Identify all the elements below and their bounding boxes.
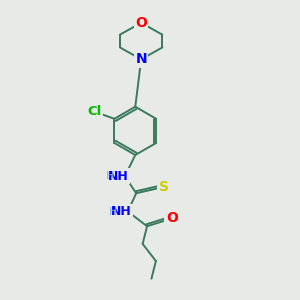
Text: H: H (108, 206, 117, 217)
Text: N: N (135, 52, 147, 66)
Text: NH: NH (111, 205, 132, 218)
Text: H: H (106, 171, 114, 181)
Text: O: O (135, 16, 147, 30)
Text: Cl: Cl (87, 105, 101, 118)
Text: O: O (166, 211, 178, 225)
Text: NH: NH (108, 170, 129, 183)
Text: S: S (158, 179, 169, 194)
